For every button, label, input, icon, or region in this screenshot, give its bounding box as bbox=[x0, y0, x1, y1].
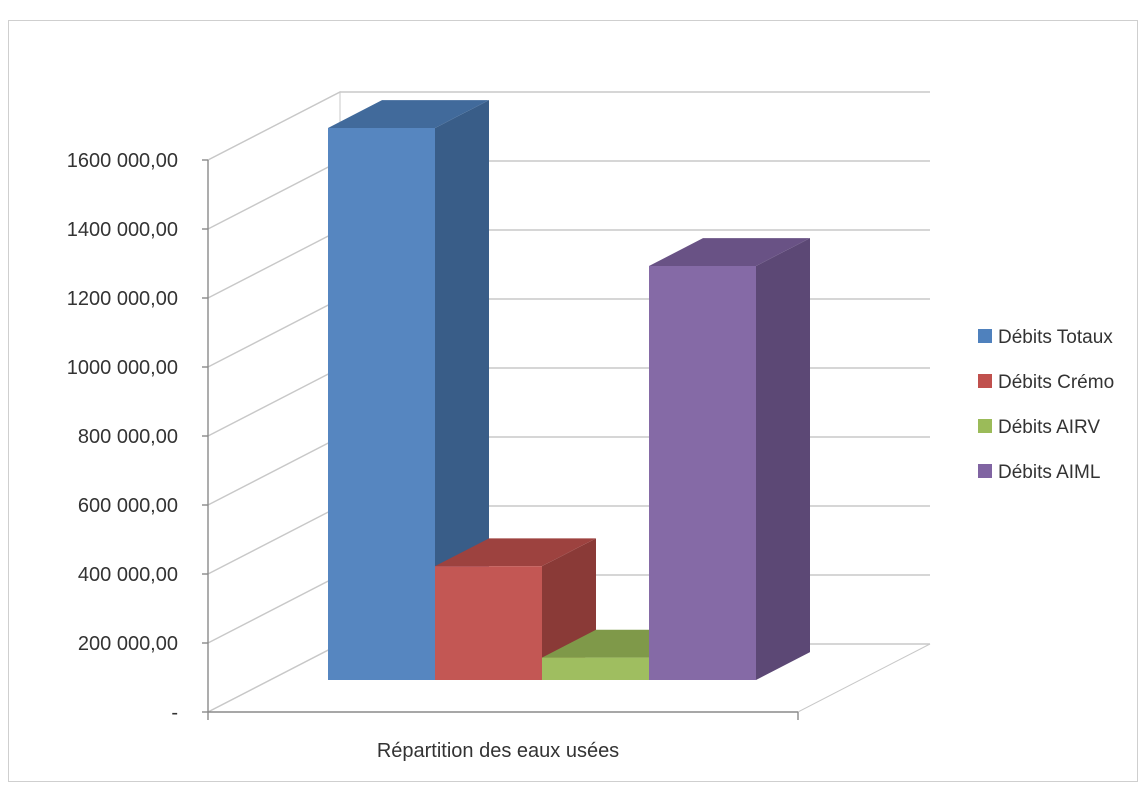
legend-label: Débits Crémo bbox=[998, 372, 1114, 393]
bar-4 bbox=[649, 238, 810, 680]
y-tick-label: 200 000,00 bbox=[78, 633, 178, 655]
chart-frame bbox=[8, 20, 1138, 782]
legend-swatch bbox=[978, 419, 992, 433]
y-tick-label: 400 000,00 bbox=[78, 564, 178, 586]
bar-side bbox=[756, 238, 810, 680]
bar-top bbox=[328, 100, 489, 128]
legend-label: Débits Totaux bbox=[998, 327, 1113, 348]
y-axis: - 200 000,00 400 000,00 600 000,00 800 000,0… bbox=[67, 150, 799, 724]
bar-front bbox=[435, 566, 542, 680]
y-tick-label: 600 000,00 bbox=[78, 495, 178, 517]
bar-top bbox=[435, 538, 596, 567]
x-category-label: Répartition des eaux usées bbox=[377, 740, 619, 762]
legend-swatch bbox=[978, 374, 992, 388]
legend-swatch bbox=[978, 464, 992, 478]
bar-front bbox=[328, 128, 435, 680]
legend-label: Débits AIML bbox=[998, 462, 1100, 483]
bar-front bbox=[542, 657, 649, 680]
legend-item: Débits Crémo bbox=[978, 372, 1114, 393]
y-tick-label: 1400 000,00 bbox=[67, 219, 178, 241]
bar-1 bbox=[328, 100, 489, 680]
legend-swatch bbox=[978, 329, 992, 343]
bar-side bbox=[435, 100, 489, 680]
legend-item: Débits AIRV bbox=[978, 417, 1100, 438]
y-tick-label: 1200 000,00 bbox=[67, 288, 178, 310]
y-tick-label: - bbox=[171, 702, 178, 724]
y-tick-label: 1000 000,00 bbox=[67, 357, 178, 379]
legend-item: Débits AIML bbox=[978, 462, 1100, 483]
legend-item: Débits Totaux bbox=[978, 327, 1113, 348]
legend-label: Débits AIRV bbox=[998, 417, 1100, 438]
bars bbox=[328, 100, 810, 680]
bar-top bbox=[649, 238, 810, 266]
y-tick-label: 800 000,00 bbox=[78, 426, 178, 448]
legend: Débits Totaux Débits Crémo Débits AIRV Débi… bbox=[978, 327, 1114, 483]
gridline bbox=[207, 91, 930, 161]
y-tick-label: 1600 000,00 bbox=[67, 150, 178, 172]
x-axis: Répartition des eaux usées bbox=[377, 740, 619, 762]
bar-front bbox=[649, 266, 756, 680]
